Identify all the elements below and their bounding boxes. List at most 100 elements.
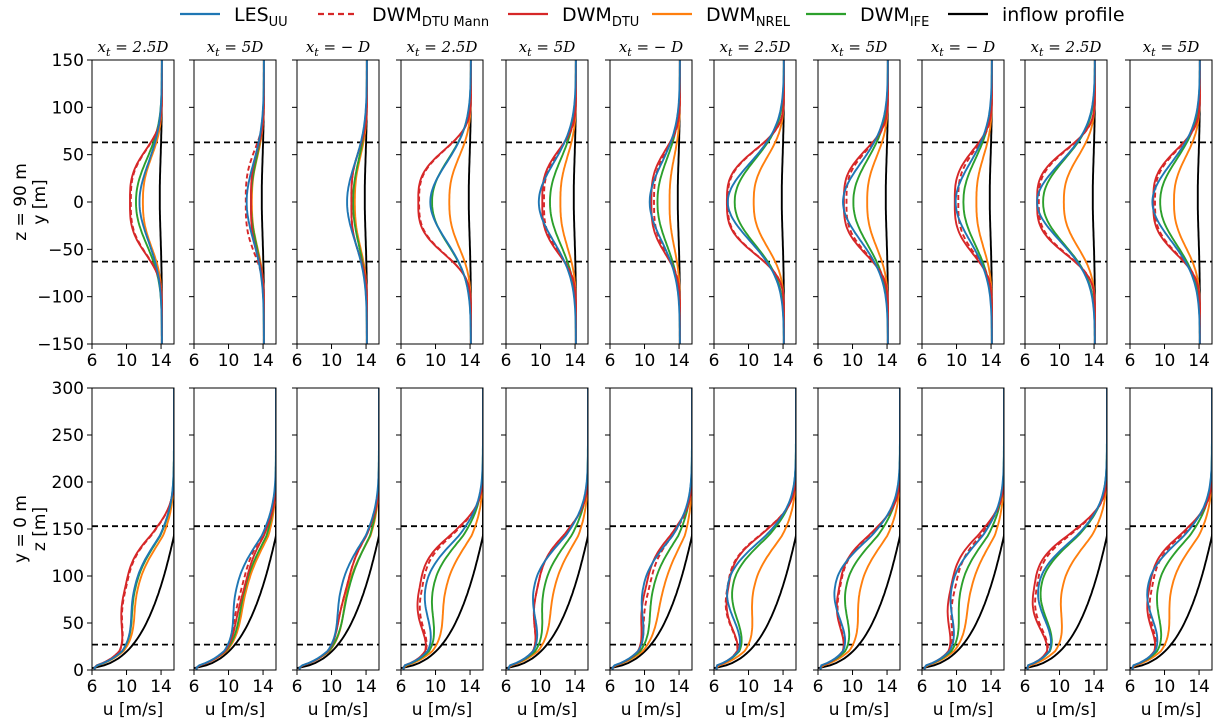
series-les — [1131, 388, 1212, 670]
series-les — [923, 388, 1004, 670]
x-tick-label: 10 — [842, 351, 864, 371]
x-axis-label: u [m/s] — [308, 700, 369, 720]
panel-r0-c0: 6 10 14 −150 −100 −50 0 50 100 150 xt = 2.5D — [37, 38, 175, 371]
series-dtu — [953, 60, 993, 344]
panel-r0-c7: 6 10 14 xt = 5D — [813, 38, 901, 371]
x-tick-label: 10 — [530, 677, 552, 697]
x-tick-label: 6 — [1125, 677, 1136, 697]
panel-r1-c10: 6 10 14 u [m/s] — [1125, 387, 1213, 720]
panel-title-10: xt = 5D — [1143, 38, 1200, 59]
panel-r1-c8: 6 10 14 u [m/s] — [917, 387, 1005, 720]
series-nrel — [298, 388, 379, 670]
series-dtu — [298, 388, 379, 670]
x-tick-label: 6 — [396, 677, 407, 697]
x-tick-label: 14 — [1188, 677, 1210, 697]
x-tick-label: 14 — [1083, 351, 1105, 371]
legend-label-inflow: inflow profile — [1002, 4, 1125, 26]
legend-label-dtu_mann: DWMDTU Mann — [372, 4, 489, 30]
series-inflow — [922, 388, 1004, 670]
series-dtu_mann — [93, 388, 174, 670]
series-dtu_mann — [923, 388, 1004, 670]
series-dtu — [1131, 388, 1212, 670]
x-tick-label: 14 — [1083, 677, 1105, 697]
series-nrel — [1026, 388, 1107, 670]
series-les — [954, 60, 993, 344]
x-tick-label: 14 — [980, 351, 1002, 371]
x-tick-label: 14 — [772, 677, 794, 697]
series-ife — [195, 388, 276, 670]
series-ife — [402, 388, 483, 670]
y-tick-label: 0 — [73, 193, 84, 213]
series-ife — [1042, 60, 1096, 344]
series-les — [507, 388, 588, 670]
series-dtu — [1036, 60, 1096, 344]
x-tick-label: 6 — [813, 351, 824, 371]
series-les — [1026, 388, 1107, 670]
series-ife — [1159, 60, 1201, 344]
series-ife — [852, 60, 889, 344]
series-dtu_mann — [298, 388, 379, 670]
series-ife — [298, 388, 379, 670]
x-tick-label: 14 — [459, 351, 481, 371]
series-ife — [819, 388, 900, 670]
panel-r0-c2: 6 10 14 xt = − D — [292, 38, 380, 371]
series-dtu_mann — [1037, 60, 1096, 344]
panel-title-3: xt = 2.5D — [407, 38, 478, 59]
x-tick-label: 10 — [1154, 677, 1176, 697]
x-tick-label: 14 — [668, 351, 690, 371]
panel-title-4: xt = 5D — [519, 38, 576, 59]
series-les — [648, 60, 681, 344]
x-tick-label: 6 — [501, 677, 512, 697]
x-axis-label: u [m/s] — [412, 700, 473, 720]
series-inflow — [401, 388, 483, 670]
series-dtu — [650, 60, 681, 344]
series-les — [1151, 60, 1201, 344]
series-inflow — [506, 388, 588, 670]
x-tick-label: 6 — [605, 677, 616, 697]
series-les — [346, 60, 368, 344]
panel-r0-c8: 6 10 14 xt = − D — [917, 38, 1005, 371]
series-dtu — [715, 388, 796, 670]
series-les — [138, 60, 163, 344]
panel-r1-c5: 6 10 14 u [m/s] — [605, 387, 693, 720]
panel-frame — [1129, 387, 1213, 671]
panel-r1-c4: 6 10 14 u [m/s] — [501, 387, 589, 720]
series-les — [402, 388, 483, 670]
x-tick-label: 10 — [738, 351, 760, 371]
y-tick-label: 150 — [52, 51, 84, 71]
series-dtu_mann — [715, 388, 796, 670]
series-ife — [733, 60, 785, 344]
x-tick-label: 10 — [842, 677, 864, 697]
series-dtu — [819, 388, 900, 670]
x-tick-label: 14 — [150, 351, 172, 371]
x-tick-label: 10 — [946, 677, 968, 697]
x-tick-label: 10 — [530, 351, 552, 371]
x-tick-label: 10 — [1154, 351, 1176, 371]
x-tick-label: 14 — [772, 351, 794, 371]
x-tick-label: 10 — [634, 351, 656, 371]
panel-title-6: xt = 2.5D — [720, 38, 791, 59]
x-tick-label: 6 — [396, 351, 407, 371]
x-tick-label: 6 — [709, 677, 720, 697]
series-les — [842, 60, 889, 344]
series-nrel — [93, 388, 174, 670]
x-tick-label: 14 — [876, 351, 898, 371]
x-tick-label: 6 — [917, 677, 928, 697]
series-inflow — [194, 388, 276, 670]
panel-frame — [609, 387, 693, 671]
y-tick-label: 100 — [52, 567, 84, 587]
series-nrel — [507, 388, 588, 670]
series-dtu_mann — [507, 388, 588, 670]
panel-r0-c3: 6 10 14 xt = 2.5D — [396, 38, 484, 371]
series-ife — [549, 60, 577, 344]
series-dtu — [402, 388, 483, 670]
series-dtu_mann — [418, 60, 472, 344]
panel-r1-c6: 6 10 14 u [m/s] — [709, 387, 797, 720]
series-dtu — [195, 388, 276, 670]
x-tick-label: 14 — [252, 351, 274, 371]
panel-title-8: xt = − D — [931, 38, 995, 59]
y-tick-label: 50 — [62, 614, 84, 634]
x-tick-label: 6 — [709, 351, 720, 371]
series-les — [298, 388, 379, 670]
